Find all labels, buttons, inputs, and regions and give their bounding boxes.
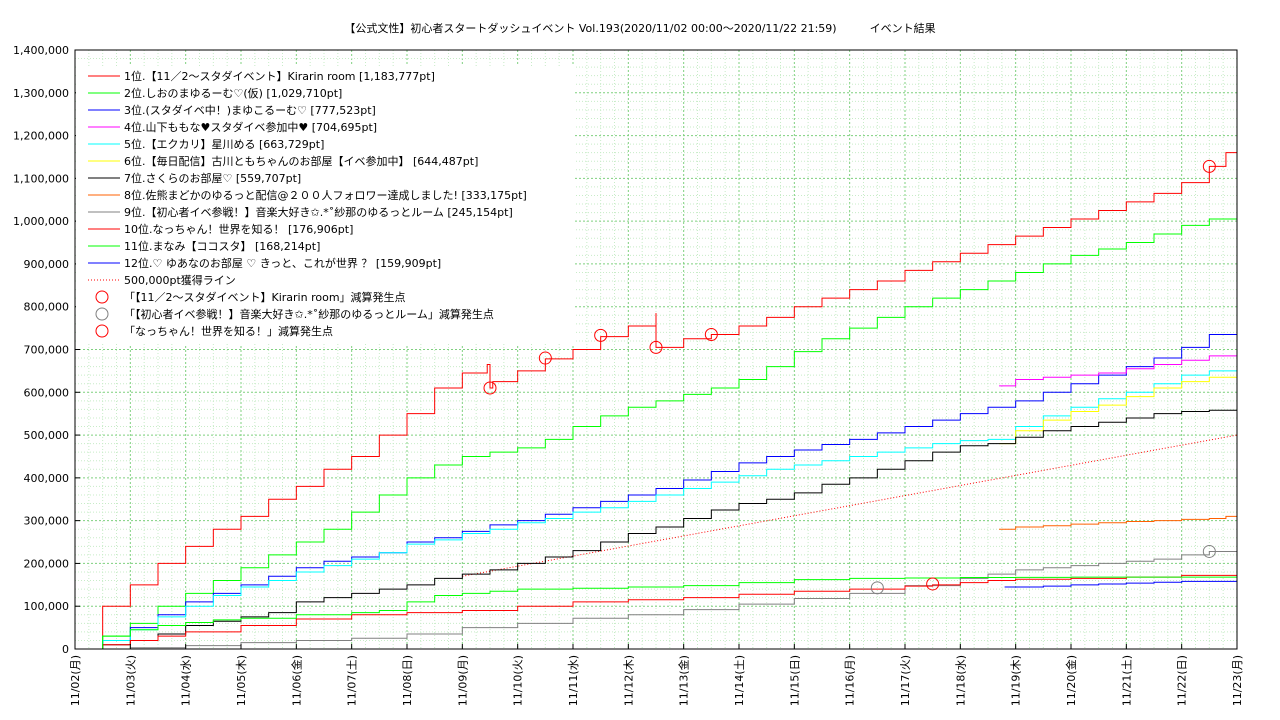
series-line-3 — [75, 316, 1238, 650]
reduction-marker-1 — [594, 328, 608, 342]
reduction-marker-1 — [1202, 159, 1216, 173]
y-tick-label: 900,000 — [24, 258, 70, 271]
x-tick-label: 11/19(木) — [1010, 655, 1023, 706]
reference-line-500000 — [462, 434, 1238, 577]
chart-title: 【公式文性】初心者スタートダッシュイベント Vol.193(2020/11/02… — [344, 22, 936, 35]
x-tick-label: 11/12(木) — [622, 655, 635, 706]
series-line-5 — [75, 365, 1238, 650]
series-line-12 — [1004, 580, 1238, 588]
y-tick-label: 1,100,000 — [13, 172, 69, 185]
reduction-marker-1 — [704, 328, 718, 342]
x-tick-label: 11/11(水) — [567, 655, 580, 706]
x-tick-label: 11/21(土) — [1120, 655, 1133, 706]
x-tick-label: 11/16(月) — [844, 655, 857, 706]
y-tick-label: 1,300,000 — [13, 87, 69, 100]
x-tick-label: 11/23(月) — [1231, 655, 1244, 706]
legend-label-7: 7位.さくらのお部屋♡ [559,707pt] — [124, 171, 301, 185]
series-line-4 — [999, 347, 1238, 387]
legend-label-9: 9位.【初心者イベ参戦！】音楽大好き✩.*˚紗那のゆるっとルーム [245,15… — [124, 205, 513, 219]
y-tick-label: 1,000,000 — [13, 215, 69, 228]
legend-marker-swatch-3 — [95, 324, 109, 338]
axes: 0 100,000 200,000 300,000 400,000 500,000 600,… — [13, 44, 1244, 706]
series-line-8 — [999, 506, 1238, 530]
legend: 1位.【11／2〜スタダイベント】Kirarin room [1,183,777… — [76, 66, 574, 344]
y-tick-label: 1,400,000 — [13, 44, 69, 57]
legend-label-12: 12位.♡ ゆあなのお部屋 ♡ きっと、これが世界 ？ [159,909pt] — [124, 256, 441, 270]
x-tick-label: 11/08(日) — [401, 655, 414, 706]
legend-label-1: 1位.【11／2〜スタダイベント】Kirarin room [1,183,777… — [124, 69, 435, 83]
x-tick-label: 11/03(火) — [124, 655, 137, 706]
legend-marker-label-1: 「【11／2〜スタダイベント】Kirarin room」減算発生点 — [124, 290, 406, 304]
legend-label-5: 5位.【エクカリ】星川める [663,729pt] — [124, 137, 324, 151]
legend-label-reference: 500,000pt獲得ライン — [124, 274, 236, 287]
x-tick-label: 11/15(日) — [788, 655, 801, 706]
y-tick-label: 700,000 — [24, 344, 70, 357]
reduction-marker-1 — [538, 351, 552, 365]
series-line-2 — [75, 208, 1238, 650]
x-tick-label: 11/17(火) — [899, 655, 912, 706]
x-tick-label: 11/09(月) — [456, 655, 469, 706]
series-line-11 — [75, 576, 1238, 650]
legend-background — [76, 66, 574, 344]
series-line-10 — [75, 573, 1238, 650]
x-tick-label: 11/06(金) — [289, 655, 303, 706]
y-tick-label: 800,000 — [24, 301, 70, 314]
y-tick-label: 300,000 — [24, 515, 70, 528]
legend-marker-swatch-1 — [95, 290, 109, 304]
y-tick-label: 600,000 — [24, 386, 70, 399]
y-tick-label: 500,000 — [24, 429, 70, 442]
x-tick-label: 11/04(水) — [180, 655, 193, 706]
x-tick-label: 11/02(月) — [69, 655, 82, 706]
legend-label-3: 3位.(スタダイベ中！)まゆこるーむ♡ [777,523pt] — [124, 103, 376, 117]
y-tick-label: 200,000 — [24, 557, 70, 570]
reduction-marker-3 — [926, 577, 940, 591]
legend-label-11: 11位.まなみ【ココスタ】 [168,214pt] — [124, 239, 320, 253]
y-tick-label: 100,000 — [24, 600, 70, 613]
reduction-marker-1 — [649, 340, 663, 354]
legend-marker-label-2: 「【初心者イベ参戦！】音楽大好き✩.*˚紗那のゆるっとルーム」減算発生点 — [124, 307, 494, 321]
x-tick-label: 11/05(木) — [235, 655, 248, 706]
reduction-marker-1 — [483, 381, 497, 395]
x-tick-label: 11/20(金) — [1064, 655, 1078, 706]
reduction-markers — [483, 159, 1216, 595]
legend-label-8: 8位.佐熊まどかのゆるっと配信@２００人フォロワー達成しました! [333,17… — [124, 188, 527, 202]
series-line-6 — [999, 373, 1238, 445]
reduction-marker-2 — [1202, 544, 1216, 558]
series-line-9 — [75, 544, 1238, 650]
x-tick-label: 11/10(火) — [512, 655, 525, 706]
legend-marker-swatch-2 — [95, 307, 109, 321]
y-tick-label: 400,000 — [24, 472, 70, 485]
legend-label-2: 2位.しおのまゆるーむ♡(仮) [1,029,710pt] — [124, 86, 342, 100]
reference-line — [462, 434, 1238, 577]
x-tick-label: 11/22(日) — [1176, 655, 1189, 706]
series-line-1 — [75, 142, 1238, 650]
legend-label-10: 10位.なっちゃん！世界を知る！ [176,906pt] — [124, 222, 353, 236]
reduction-marker-2 — [870, 581, 884, 595]
y-tick-label: 1,200,000 — [13, 130, 69, 143]
x-tick-label: 11/07(土) — [346, 655, 359, 706]
x-tick-label: 11/13(金) — [677, 655, 691, 706]
y-tick-label: 0 — [62, 643, 69, 656]
legend-label-4: 4位.山下ももな♥スタダイベ参加中♥ [704,695pt] — [124, 120, 377, 134]
legend-label-6: 6位.【毎日配信】古川ともちゃんのお部屋【イベ参加中】 [644,487pt] — [124, 154, 478, 168]
legend-marker-label-3: 「なっちゃん！世界を知る！」減算発生点 — [124, 324, 333, 338]
series-lines — [75, 142, 1238, 650]
x-tick-label: 11/14(土) — [733, 655, 746, 706]
x-tick-label: 11/18(水) — [954, 655, 967, 706]
series-line-7 — [75, 409, 1238, 650]
